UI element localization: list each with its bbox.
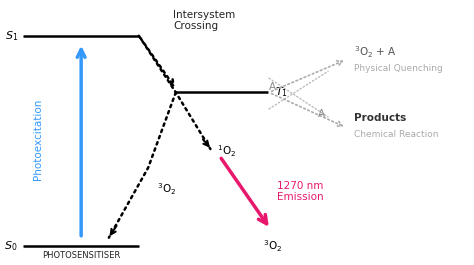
Text: $S_1$: $S_1$ <box>5 29 18 43</box>
Text: Physical Quenching: Physical Quenching <box>354 64 442 73</box>
Text: A: A <box>269 82 276 92</box>
Text: 1270 nm
Emission: 1270 nm Emission <box>277 181 324 202</box>
Text: $T_1$: $T_1$ <box>275 86 288 99</box>
Text: Photoexcitation: Photoexcitation <box>33 99 43 180</box>
Text: $^3$O$_2$: $^3$O$_2$ <box>263 238 283 254</box>
Text: PHOTOSENSITISER: PHOTOSENSITISER <box>42 251 120 260</box>
Text: Intersystem
Crossing: Intersystem Crossing <box>173 10 236 32</box>
Text: Products: Products <box>354 113 406 123</box>
Text: $^1$O$_2$: $^1$O$_2$ <box>218 144 237 159</box>
Text: $^3$O$_2$: $^3$O$_2$ <box>157 181 176 197</box>
Text: Chemical Reaction: Chemical Reaction <box>354 130 438 139</box>
Text: $S_0$: $S_0$ <box>4 239 18 253</box>
Text: A: A <box>318 109 325 119</box>
Text: $^3$O$_2$ + A: $^3$O$_2$ + A <box>354 45 396 60</box>
